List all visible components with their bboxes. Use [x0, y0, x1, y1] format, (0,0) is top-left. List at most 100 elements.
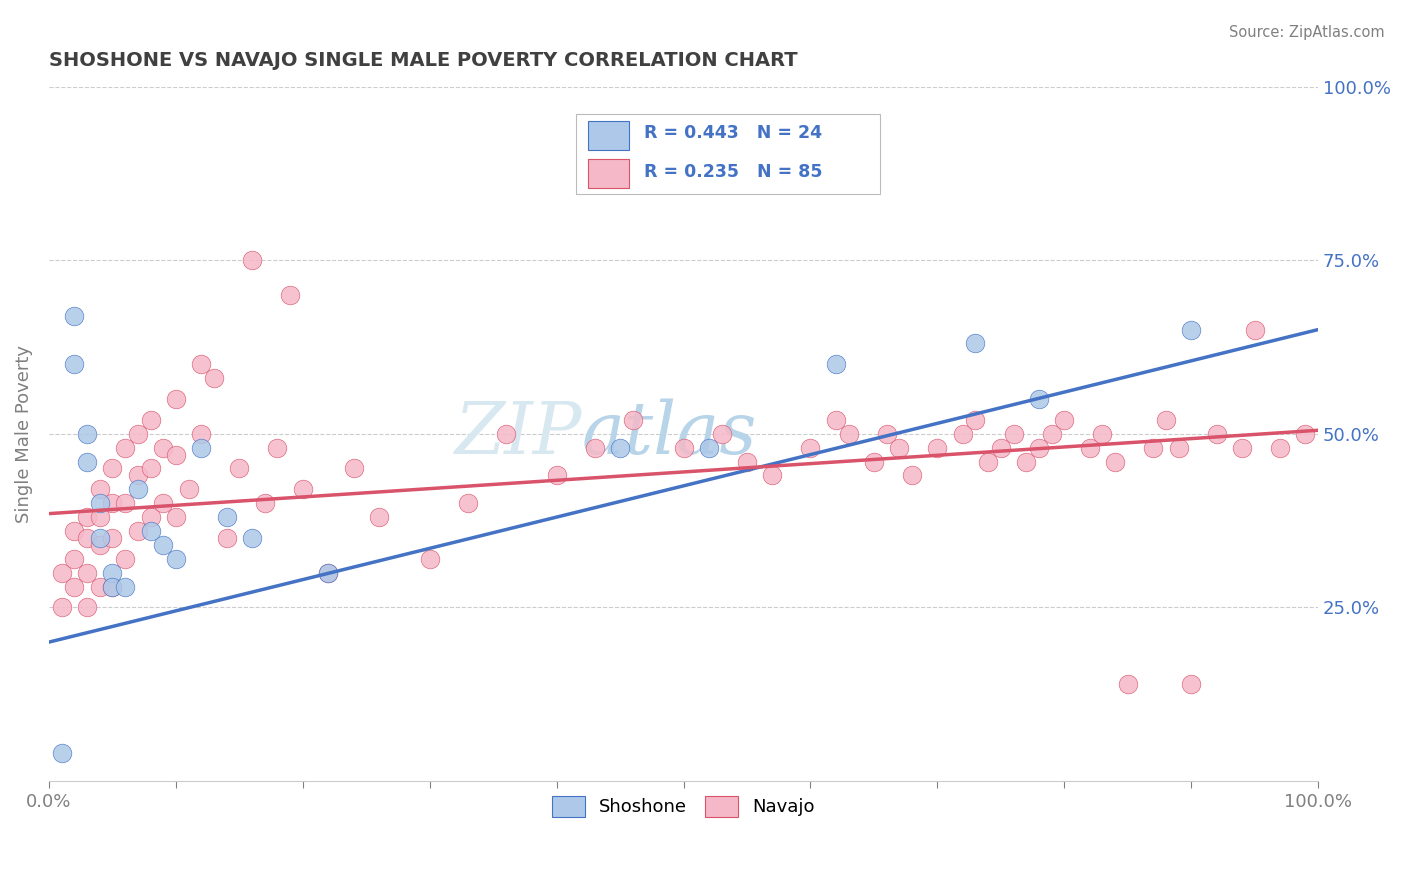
Point [51, 746, 73, 760]
Point [76, 426, 98, 441]
Point [1116, 677, 1139, 691]
Point [190, 426, 212, 441]
Point [1040, 426, 1063, 441]
Point [1002, 426, 1025, 441]
Bar [588, 121, 628, 150]
Point [1053, 413, 1076, 427]
Point [927, 441, 949, 455]
Point [901, 468, 924, 483]
Point [863, 454, 886, 468]
Point [1015, 454, 1038, 468]
Point [1205, 426, 1227, 441]
Point [139, 510, 162, 524]
Point [316, 566, 339, 580]
Point [697, 441, 720, 455]
Point [114, 580, 136, 594]
Point [63, 357, 86, 371]
Point [202, 371, 225, 385]
Point [215, 531, 238, 545]
Point [316, 566, 339, 580]
Point [165, 510, 187, 524]
Point [876, 426, 898, 441]
Point [139, 413, 162, 427]
Point [76, 510, 98, 524]
Point [368, 510, 391, 524]
Point [114, 496, 136, 510]
Text: SHOSHONE VS NAVAJO SINGLE MALE POVERTY CORRELATION CHART: SHOSHONE VS NAVAJO SINGLE MALE POVERTY C… [49, 51, 797, 70]
Point [266, 441, 288, 455]
Point [621, 413, 644, 427]
Point [735, 454, 758, 468]
Legend: Shoshone, Navajo: Shoshone, Navajo [546, 789, 823, 824]
Text: Source: ZipAtlas.com: Source: ZipAtlas.com [1229, 25, 1385, 40]
Point [89, 531, 111, 545]
Point [761, 468, 783, 483]
Point [1230, 441, 1253, 455]
Point [63, 580, 86, 594]
Point [177, 483, 200, 497]
Point [1091, 426, 1114, 441]
Point [889, 441, 911, 455]
Point [63, 551, 86, 566]
FancyBboxPatch shape [575, 114, 880, 194]
Point [101, 580, 124, 594]
Text: R = 0.443   N = 24: R = 0.443 N = 24 [644, 124, 823, 142]
Point [1078, 441, 1101, 455]
Point [1028, 392, 1050, 406]
Point [101, 496, 124, 510]
Point [546, 468, 568, 483]
Point [165, 448, 187, 462]
Point [710, 426, 733, 441]
Point [127, 483, 149, 497]
Point [253, 496, 276, 510]
Point [190, 441, 212, 455]
Point [291, 483, 314, 497]
Point [101, 461, 124, 475]
Point [76, 531, 98, 545]
Point [101, 531, 124, 545]
Point [1243, 322, 1265, 336]
Point [952, 426, 974, 441]
Point [1294, 426, 1316, 441]
Point [114, 441, 136, 455]
Point [89, 496, 111, 510]
Point [1180, 677, 1202, 691]
Point [76, 454, 98, 468]
Point [51, 566, 73, 580]
Point [609, 441, 631, 455]
Point [127, 524, 149, 538]
Point [965, 336, 987, 351]
Point [838, 426, 860, 441]
Point [152, 441, 174, 455]
Point [101, 566, 124, 580]
Point [51, 600, 73, 615]
Point [101, 580, 124, 594]
Point [1028, 441, 1050, 455]
Point [76, 600, 98, 615]
Point [1142, 441, 1164, 455]
Point [139, 524, 162, 538]
Point [990, 441, 1012, 455]
Point [76, 566, 98, 580]
Point [824, 357, 846, 371]
Point [457, 496, 479, 510]
Point [977, 454, 1000, 468]
Point [1104, 454, 1126, 468]
Point [278, 288, 301, 302]
Point [1154, 413, 1177, 427]
Point [342, 461, 364, 475]
Point [63, 524, 86, 538]
Point [240, 531, 263, 545]
Point [190, 357, 212, 371]
Point [89, 580, 111, 594]
Point [1268, 441, 1291, 455]
Point [89, 483, 111, 497]
Y-axis label: Single Male Poverty: Single Male Poverty [15, 344, 32, 523]
Point [419, 551, 441, 566]
Point [1167, 441, 1189, 455]
Point [165, 392, 187, 406]
Point [824, 413, 846, 427]
Point [139, 461, 162, 475]
Point [127, 426, 149, 441]
Point [152, 496, 174, 510]
